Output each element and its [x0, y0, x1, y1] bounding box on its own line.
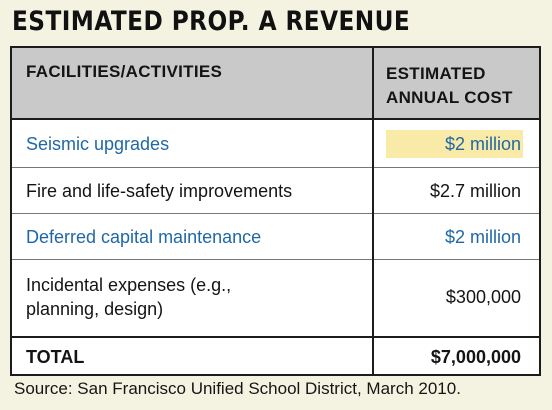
header-facilities-activities: FACILITIES/ACTIVITIES: [26, 62, 223, 81]
value-highlight: [386, 130, 523, 158]
table-row: Fire and life-safety improvements $2.7 m…: [12, 168, 539, 214]
row-value: $2 million: [444, 134, 521, 154]
row-label-line2: planning, design): [26, 299, 164, 319]
header-estimated-line1: ESTIMATED: [386, 64, 486, 83]
row-label: Fire and life-safety improvements: [26, 181, 293, 201]
source-note: Source: San Francisco Unified School Dis…: [14, 379, 461, 398]
row-label: Deferred capital maintenance: [26, 227, 262, 247]
table-row: Incidental expenses (e.g., planning, des…: [12, 260, 539, 336]
revenue-table: FACILITIES/ACTIVITIES ESTIMATED ANNUAL C…: [10, 46, 541, 376]
row-value: $2.7 million: [429, 181, 521, 201]
row-value: $300,000: [445, 287, 521, 307]
header-estimated-annual-cost: ESTIMATED ANNUAL COST: [386, 62, 513, 110]
table-row: Seismic upgrades $2 million: [12, 120, 539, 168]
total-label: TOTAL: [26, 347, 85, 367]
column-divider: [372, 48, 374, 374]
row-label: Seismic upgrades: [26, 134, 170, 154]
page-title: ESTIMATED PROP. A REVENUE: [12, 6, 411, 37]
table-row: Deferred capital maintenance $2 million: [12, 214, 539, 260]
total-value: $7,000,000: [430, 347, 521, 367]
table-header-row: FACILITIES/ACTIVITIES ESTIMATED ANNUAL C…: [12, 48, 539, 120]
row-value: $2 million: [444, 227, 521, 247]
table-total-row: TOTAL $7,000,000: [12, 336, 539, 374]
row-label: Incidental expenses (e.g., planning, des…: [26, 273, 231, 321]
row-label-line1: Incidental expenses (e.g.,: [26, 275, 232, 295]
header-estimated-line2: ANNUAL COST: [386, 88, 513, 107]
